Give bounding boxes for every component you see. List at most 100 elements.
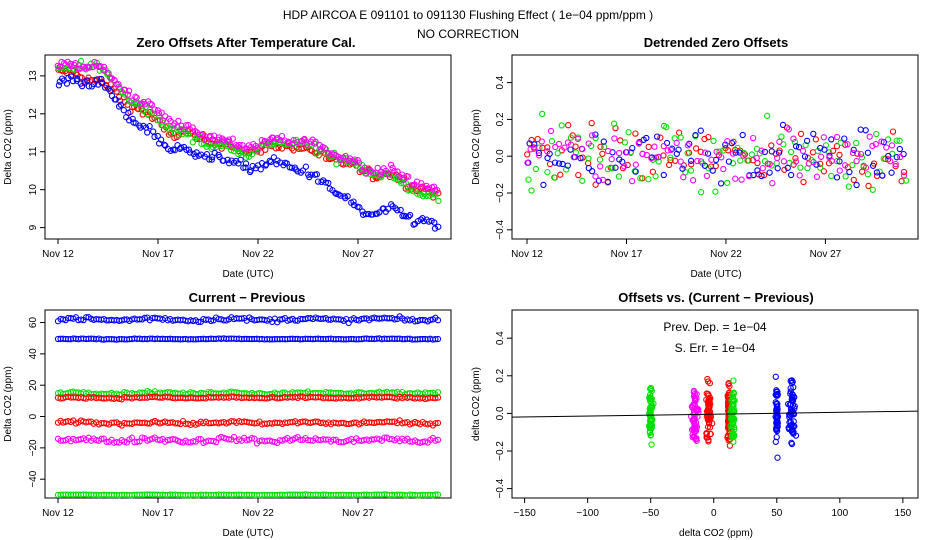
data-point-blue <box>257 166 264 173</box>
data-point-magenta <box>718 154 725 161</box>
data-point-blue <box>836 158 843 165</box>
data-point-magenta <box>408 181 415 189</box>
data-point-magenta-a <box>251 435 258 442</box>
data-point-blue <box>833 174 841 181</box>
data-point-green-b <box>434 491 442 498</box>
data-point-blue <box>885 152 892 160</box>
data-point-blue <box>216 153 223 161</box>
data-point-magenta <box>91 58 98 66</box>
x-tick-label: Nov 12 <box>511 249 543 260</box>
data-point-blue <box>350 198 357 205</box>
data-point-blue <box>283 160 290 167</box>
data-point-green <box>423 192 430 200</box>
data-point-blue <box>585 164 592 172</box>
data-point-cluster <box>730 377 737 384</box>
data-point-blue <box>888 169 895 176</box>
data-point-blue <box>679 165 686 172</box>
data-point-magenta <box>133 94 140 101</box>
data-point-magenta <box>321 145 329 152</box>
y-tick-label: −0.2 <box>495 183 506 203</box>
data-point-blue <box>686 140 693 147</box>
data-point-green <box>858 154 866 161</box>
data-point-green <box>333 161 340 168</box>
data-point-green <box>712 188 719 195</box>
data-point-blue-a <box>427 316 434 324</box>
data-point-green <box>773 160 780 167</box>
data-point-green <box>817 164 824 171</box>
data-point-red <box>812 136 820 143</box>
data-point-magenta <box>684 142 692 149</box>
data-point-magenta <box>720 165 727 173</box>
data-point-blue <box>154 132 161 140</box>
data-point-magenta <box>72 59 79 67</box>
data-point-blue-a <box>391 316 398 323</box>
data-point-blue <box>151 133 158 141</box>
data-point-green <box>209 144 217 151</box>
data-point-magenta <box>608 156 615 163</box>
data-point-blue <box>712 156 720 164</box>
data-point-green <box>682 169 689 176</box>
data-point-blue <box>267 158 275 166</box>
y-tick-label: −0.4 <box>495 219 506 239</box>
data-point-magenta <box>853 157 860 165</box>
panel-current-previous: Current − Previous Nov 12 Nov 17 Nov 22 Nov… <box>3 290 452 539</box>
data-point-cluster <box>772 438 779 445</box>
figure-subtitle: NO CORRECTION <box>417 27 519 41</box>
data-point-green <box>740 149 747 157</box>
data-point-magenta <box>567 141 575 148</box>
data-point-magenta <box>531 145 538 152</box>
data-point-cluster <box>705 407 712 415</box>
data-point-red-a <box>432 395 439 402</box>
data-point-magenta <box>628 177 636 185</box>
data-point-red-b <box>85 418 92 425</box>
data-point-cluster <box>730 398 738 405</box>
panel-curr-title: Current − Previous <box>189 290 306 305</box>
data-point-magenta <box>588 132 596 139</box>
annotation-prev-dep: Prev. Dep. = 1e−04 <box>663 320 767 334</box>
data-point-green <box>417 191 424 199</box>
data-point-green <box>189 139 196 146</box>
data-point-magenta <box>813 173 821 180</box>
x-tick-label: Nov 27 <box>342 249 374 260</box>
regression-line <box>511 410 919 418</box>
data-point-cluster <box>774 388 781 395</box>
data-point-magenta <box>703 172 711 180</box>
data-point-magenta <box>93 62 100 69</box>
data-point-green <box>96 67 103 74</box>
data-point-blue <box>313 171 321 178</box>
data-point-blue <box>893 154 900 161</box>
data-point-magenta <box>615 149 623 157</box>
data-point-blue <box>185 146 193 153</box>
data-point-green <box>797 164 804 171</box>
data-point-magenta-a <box>434 436 442 444</box>
data-point-blue <box>792 143 800 150</box>
data-point-green <box>724 179 731 187</box>
data-point-magenta <box>175 117 182 125</box>
data-point-blue <box>63 80 71 87</box>
data-point-blue <box>402 213 410 220</box>
data-point-cluster <box>646 394 653 401</box>
data-point-magenta <box>632 161 639 168</box>
data-point-magenta <box>643 151 650 159</box>
data-point-magenta <box>207 132 214 140</box>
panel-zero-title: Zero Offsets After Temperature Cal. <box>137 35 356 50</box>
data-point-red <box>797 130 805 138</box>
data-point-blue <box>59 75 66 82</box>
data-point-magenta <box>97 63 104 70</box>
data-point-cluster <box>692 397 699 405</box>
y-tick-label: 0.2 <box>495 112 506 126</box>
data-point-green <box>525 176 532 183</box>
data-point-blue <box>559 160 566 168</box>
data-point-blue <box>717 180 725 187</box>
data-point-magenta <box>621 163 628 170</box>
data-point-magenta <box>844 141 851 148</box>
data-point-cluster <box>646 421 654 428</box>
data-point-cluster <box>647 408 654 415</box>
data-point-blue <box>750 171 757 179</box>
data-point-blue <box>758 172 765 180</box>
x-tick-label: −100 <box>576 508 599 519</box>
y-tick-label: 13 <box>28 70 39 82</box>
data-point-magenta <box>900 172 908 179</box>
data-point-magenta-a <box>432 437 439 444</box>
data-point-cluster <box>706 396 713 403</box>
